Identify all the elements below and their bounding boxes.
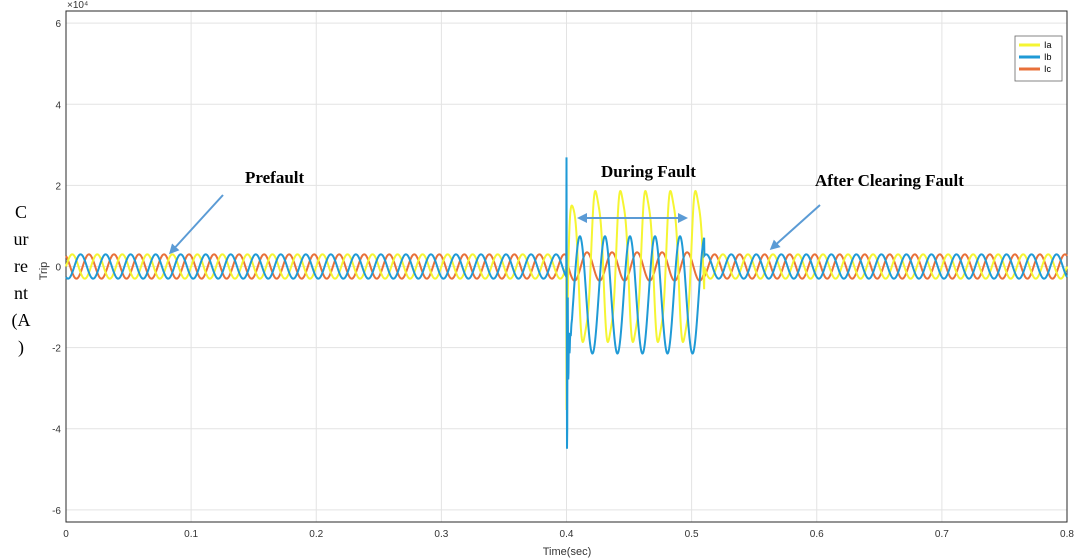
y-tick-label: -4 [52, 425, 61, 436]
y-tick-label: 4 [55, 100, 61, 111]
y-tick-label: -2 [52, 344, 61, 355]
prefault-arrow [168, 194, 224, 255]
x-tick-label: 0.2 [309, 529, 323, 540]
legend-label-ia: Ia [1044, 40, 1052, 50]
axis-ticks: 0 0.1 0.2 0.3 0.4 0.5 0.6 0.7 0.8 -6 -4 -2 0 2 4 6 [52, 19, 1074, 540]
side-label-line: C [15, 202, 27, 222]
annotation-prefault-label: Prefault [245, 168, 305, 187]
x-tick-label: 0.3 [434, 529, 448, 540]
side-label-line: ) [18, 337, 24, 358]
annotation-after-fault: After Clearing Fault [769, 171, 964, 251]
x-tick-label: 0 [63, 529, 69, 540]
after-fault-arrow [769, 204, 821, 251]
x-axis-label: Time(sec) [543, 546, 591, 558]
legend-label-ic: Ic [1044, 64, 1052, 74]
annotation-during-fault: During Fault [577, 162, 696, 223]
x-tick-label: 0.4 [560, 529, 574, 540]
series-layer [65, 157, 1068, 449]
y-exponent-label: ×10⁴ [67, 0, 88, 11]
x-tick-label: 0.6 [810, 529, 824, 540]
x-tick-label: 0.7 [935, 529, 949, 540]
legend-label-ib: Ib [1044, 52, 1052, 62]
y-tick-label: 6 [55, 19, 61, 30]
annotation-after-fault-label: After Clearing Fault [815, 171, 964, 190]
annotation-during-fault-label: During Fault [601, 162, 696, 181]
side-label-line: ur [14, 229, 29, 249]
side-label-line: re [14, 256, 28, 276]
annotation-prefault: Prefault [168, 168, 305, 255]
legend: Ia Ib Ic [1014, 35, 1063, 82]
x-tick-label: 0.8 [1060, 529, 1074, 540]
side-label-line: (A [12, 310, 31, 331]
series-line-ib [65, 157, 1068, 449]
y-tick-label: -6 [52, 506, 61, 517]
side-label-line: nt [14, 283, 28, 303]
y-tick-label: 2 [55, 181, 61, 192]
y-tick-label: 0 [55, 263, 61, 274]
x-tick-label: 0.1 [184, 529, 198, 540]
side-current-label: Cur re nt (A) [12, 202, 31, 358]
x-tick-label: 0.5 [685, 529, 699, 540]
y-axis-label: Trip [38, 262, 50, 281]
